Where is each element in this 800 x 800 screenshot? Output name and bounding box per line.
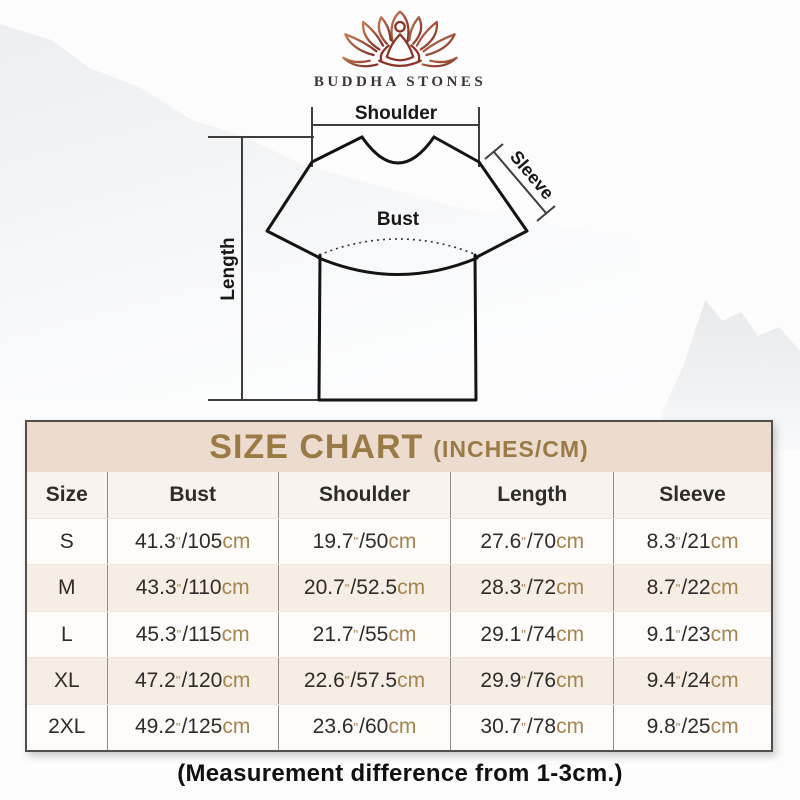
measurement-cell: 8.3 "/21 cm [613,519,771,565]
table-row-s: S 41.3 "/105 cm 19.7 "/50 cm 27.6 "/70 cm 8.3 "/21 c… [27,518,771,565]
brand-logo: BUDDHA STONES [0,6,800,91]
measurement-cell: 9.1 "/23 cm [613,611,771,658]
tshirt-measurement-diagram: Shoulder Bust Length Sleeve [192,95,612,413]
measurement-cell: 30.7 "/78 cm [450,704,613,751]
measurement-cell: 29.9 "/76 cm [450,658,613,704]
measurement-cell: 41.3 "/105 cm [106,519,278,565]
measurement-cell: 43.3 "/110 cm [106,565,278,611]
bust-label: Bust [377,209,420,230]
size-cell: L [60,622,73,646]
measurement-cell: 23.6 "/60 cm [277,704,451,751]
lotus-logo-icon [342,10,458,68]
column-header-length: Length [450,472,613,518]
measurement-cell: 8.7 "/22 cm [613,565,771,611]
column-header-bust: Bust [106,472,278,518]
measurement-cell: 49.2 "/125 cm [106,704,278,751]
size-cell: S [59,529,74,553]
size-chart-title: SIZE CHART [209,427,424,466]
measurement-cell: 20.7 "/52.5 cm [277,565,451,611]
shoulder-label: Shoulder [355,103,438,124]
measurement-cell: 21.7 "/55 cm [277,611,451,658]
size-cell: M [58,576,76,600]
measurement-lines [208,107,556,401]
column-header-shoulder: Shoulder [277,472,451,518]
brand-name: BUDDHA STONES [313,74,487,90]
size-cell: XL [53,668,80,692]
measurement-cell: 45.3 "/115 cm [106,611,278,658]
measurement-cell: 27.6 "/70 cm [450,519,613,565]
column-header-size: Size [45,483,88,506]
measurement-cell: 9.4 "/24 cm [613,658,771,704]
table-body: S 41.3 "/105 cm 19.7 "/50 cm 27.6 "/70 cm 8.3 "/21 c… [27,518,771,751]
table-row-l: L 45.3 "/115 cm 21.7 "/55 cm 29.1 "/74 cm 9.1 "/23 c… [27,610,771,658]
table-row-m: M 43.3 "/110 cm 20.7 "/52.5 cm 28.3 "/72 cm 8.7 "/2… [27,564,771,611]
measurement-cell: 47.2 "/120 cm [106,658,278,704]
measurement-cell: 22.6 "/57.5 cm [277,658,451,704]
measurement-cell: 28.3 "/72 cm [450,565,613,611]
tshirt-outline [265,135,529,402]
size-chart-title-band: SIZE CHART (INCHES/CM) [27,422,771,472]
size-chart-table: SIZE CHART (INCHES/CM) Size Bust Shoulder L… [25,420,773,752]
size-cell: 2XL [48,715,86,739]
size-chart-subtitle: (INCHES/CM) [433,436,589,462]
column-header-sleeve: Sleeve [613,472,771,518]
table-header-row: Size Bust Shoulder Length Sleeve [27,472,771,518]
measurement-cell: 19.7 "/50 cm [277,519,451,565]
measurement-note: (Measurement difference from 1-3cm.) [177,760,623,787]
length-label: Length [218,237,239,300]
measurement-cell: 9.8 "/25 cm [613,704,771,751]
bust-dotted-line [318,238,478,256]
table-row-2xl: 2XL 49.2 "/125 cm 23.6 "/60 cm 30.7 "/78 cm 9.8 "/2… [27,703,771,751]
table-row-xl: XL 47.2 "/120 cm 22.6 "/57.5 cm 29.9 "/76 cm 9.4 " /… [27,657,771,704]
measurement-cell: 29.1 "/74 cm [450,611,613,658]
